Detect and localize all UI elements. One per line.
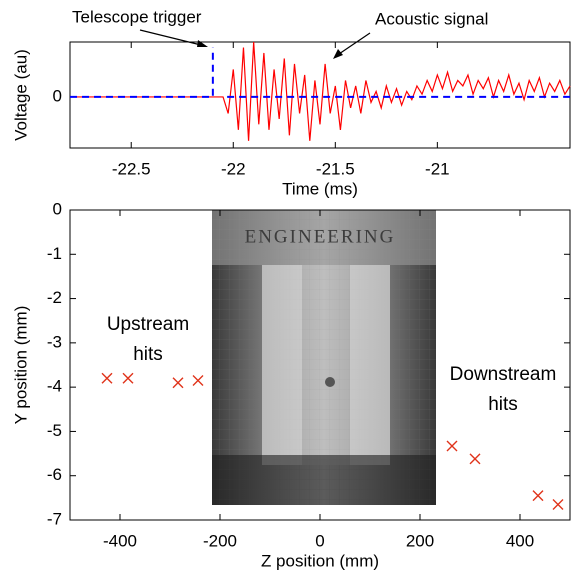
y-tick-label: -4 (47, 377, 62, 396)
arrowhead (197, 40, 208, 47)
annotation: Telescope trigger (72, 7, 202, 26)
x-tick-label: 400 (506, 531, 534, 550)
point (172, 377, 184, 389)
y-tick-label: -2 (47, 288, 62, 307)
y-tick-label: -6 (47, 465, 62, 484)
annotation: Downstream (450, 364, 557, 385)
arrow (335, 32, 371, 57)
point (192, 375, 204, 386)
point (122, 372, 134, 384)
x-tick-label: -200 (203, 531, 237, 550)
inset-text: ENGINEERING (245, 226, 396, 247)
x-tick-label: -22.5 (112, 159, 151, 178)
point (101, 372, 113, 384)
point (469, 453, 481, 465)
annotation: Acoustic signal (375, 9, 488, 28)
x-tick-label: -22 (221, 159, 246, 178)
axes-box (69, 41, 571, 149)
y-axis-label: Y position (mm) (11, 306, 30, 425)
x-tick-label: -21 (425, 159, 450, 178)
arrow (139, 29, 206, 47)
x-axis-label: Time (ms) (282, 179, 358, 198)
x-tick-label: -21.5 (316, 159, 355, 178)
annotation: Upstream (107, 314, 189, 335)
y-tick-label: -3 (47, 332, 62, 351)
series-line (70, 47, 570, 98)
annotation: hits (488, 394, 518, 415)
y-tick-label: 0 (53, 199, 62, 218)
series-line (70, 41, 571, 141)
y-tick-label: -5 (47, 421, 62, 440)
y-tick-label: 0 (53, 86, 62, 105)
inset-photo: ENGINEERING (212, 210, 436, 505)
point (532, 490, 544, 502)
point (446, 440, 458, 452)
x-tick-label: 200 (406, 531, 434, 550)
x-tick-label: 0 (315, 531, 324, 550)
x-axis-label: Z position (mm) (261, 551, 379, 570)
x-tick-label: -400 (103, 531, 137, 550)
y-tick-label: -7 (47, 509, 62, 528)
arrowhead (333, 49, 343, 59)
point (552, 499, 564, 510)
y-tick-label: -1 (47, 244, 62, 263)
y-axis-label: Voltage (au) (11, 49, 30, 141)
annotation: hits (133, 344, 163, 365)
